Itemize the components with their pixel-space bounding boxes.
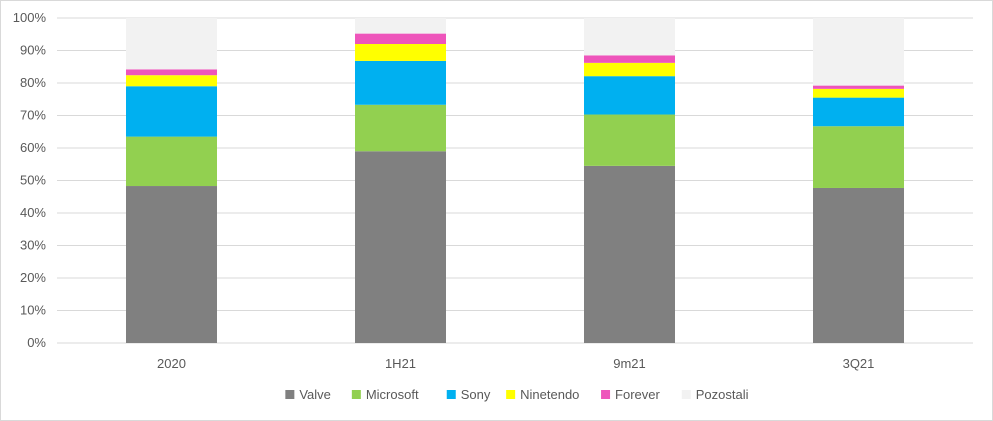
bar-segment-microsoft-3q21 [813, 126, 904, 188]
bar-segment-valve-2020 [126, 186, 217, 343]
legend-item-forever: Forever [601, 387, 661, 402]
bar-segment-valve-3q21 [813, 187, 904, 343]
bar-segment-pozostali-1h21 [355, 18, 446, 34]
bar-segment-forever-1h21 [355, 33, 446, 44]
legend-label: Valve [299, 387, 331, 402]
legend-label: Sony [461, 387, 491, 402]
x-tick-label: 9m21 [613, 356, 646, 371]
bar-segment-sony-2020 [126, 86, 217, 137]
y-tick-label: 10% [20, 303, 46, 318]
bar-segment-ninetendo-3q21 [813, 88, 904, 98]
x-tick-label: 3Q21 [843, 356, 875, 371]
legend-item-ninetendo: Ninetendo [506, 387, 579, 402]
y-tick-label: 60% [20, 140, 46, 155]
legend-item-pozostali: Pozostali [681, 387, 749, 402]
bar-segment-sony-3q21 [813, 97, 904, 127]
bar-segment-pozostali-2020 [126, 18, 217, 70]
x-tick-label: 1H21 [385, 356, 416, 371]
bar-segment-sony-1h21 [355, 60, 446, 105]
bar-segment-forever-3q21 [813, 85, 904, 89]
legend-swatch [506, 390, 516, 399]
y-tick-label: 50% [20, 173, 46, 188]
bar-segment-ninetendo-9m21 [584, 62, 675, 77]
bars [126, 18, 904, 343]
legend-swatch [681, 390, 691, 399]
bar-segment-forever-2020 [126, 69, 217, 76]
bar-segment-sony-9m21 [584, 76, 675, 115]
bar-segment-valve-1h21 [355, 151, 446, 343]
y-tick-label: 70% [20, 108, 46, 123]
bar-segment-microsoft-9m21 [584, 114, 675, 166]
legend-label: Forever [615, 387, 660, 402]
legend: Valve Microsoft Sony Ninetendo Forever Pozost… [285, 387, 749, 402]
bar-segment-ninetendo-2020 [126, 75, 217, 87]
y-tick-label: 20% [20, 270, 46, 285]
legend-swatch [601, 390, 611, 399]
bar-segment-valve-9m21 [584, 165, 675, 343]
legend-swatch [446, 390, 456, 399]
legend-label: Microsoft [366, 387, 419, 402]
bar-segment-pozostali-3q21 [813, 18, 904, 86]
legend-label: Pozostali [696, 387, 749, 402]
legend-item-microsoft: Microsoft [351, 387, 419, 402]
bar-segment-microsoft-1h21 [355, 104, 446, 152]
x-axis-ticks: 2020 1H21 9m21 3Q21 [157, 356, 874, 371]
legend-swatch [285, 390, 295, 399]
legend-item-sony: Sony [446, 387, 491, 402]
x-tick-label: 2020 [157, 356, 186, 371]
y-tick-label: 0% [27, 335, 46, 350]
y-tick-label: 100% [13, 10, 47, 25]
legend-label: Ninetendo [520, 387, 579, 402]
y-tick-label: 30% [20, 238, 46, 253]
bar-segment-ninetendo-1h21 [355, 44, 446, 61]
y-tick-label: 40% [20, 205, 46, 220]
y-axis-ticks: 0% 10% 20% 30% 40% 50% 60% 70% 80% 90% 100% [13, 10, 47, 350]
bar-segment-forever-9m21 [584, 55, 675, 63]
legend-item-valve: Valve [285, 387, 331, 402]
y-tick-label: 80% [20, 75, 46, 90]
y-tick-label: 90% [20, 43, 46, 58]
legend-swatch [351, 390, 361, 399]
bar-segment-microsoft-2020 [126, 136, 217, 187]
bar-segment-pozostali-9m21 [584, 18, 675, 56]
